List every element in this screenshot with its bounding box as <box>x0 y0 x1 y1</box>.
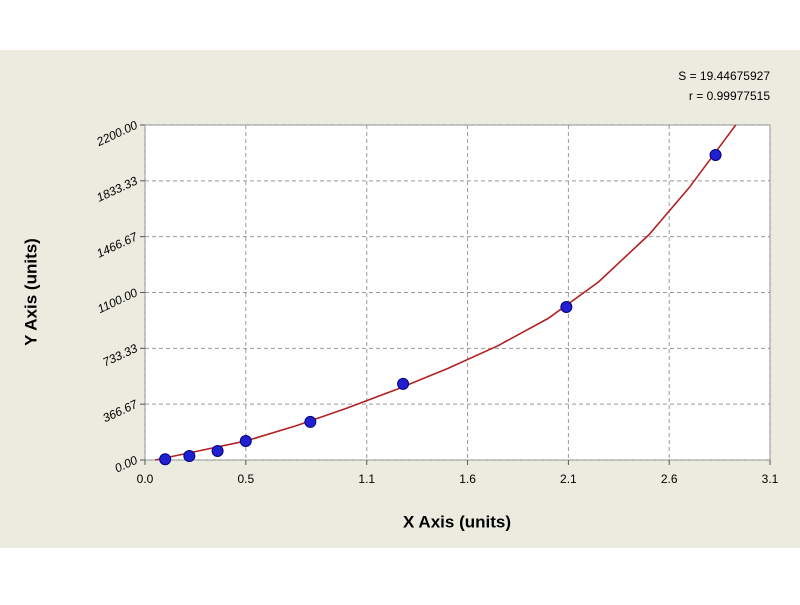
data-point <box>560 300 573 313</box>
x-tick-label: 0.0 <box>137 472 154 486</box>
data-point <box>304 415 317 428</box>
x-tick-label: 1.6 <box>459 472 476 486</box>
x-tick-label: 2.6 <box>661 472 678 486</box>
x-tick-label: 0.5 <box>237 472 254 486</box>
x-axis-title: X Axis (units) <box>403 512 511 531</box>
annotation: r = 0.99977515 <box>689 89 770 103</box>
y-axis-title: Y Axis (units) <box>21 238 40 346</box>
annotation: S = 19.44675927 <box>678 69 770 83</box>
x-tick-label: 3.1 <box>762 472 779 486</box>
data-point <box>709 148 722 161</box>
data-point <box>183 450 196 463</box>
x-tick-label: 2.1 <box>560 472 577 486</box>
data-point <box>211 445 224 458</box>
x-tick-label: 1.1 <box>358 472 375 486</box>
data-point <box>239 434 252 447</box>
data-point <box>397 377 410 390</box>
data-point <box>159 453 172 466</box>
